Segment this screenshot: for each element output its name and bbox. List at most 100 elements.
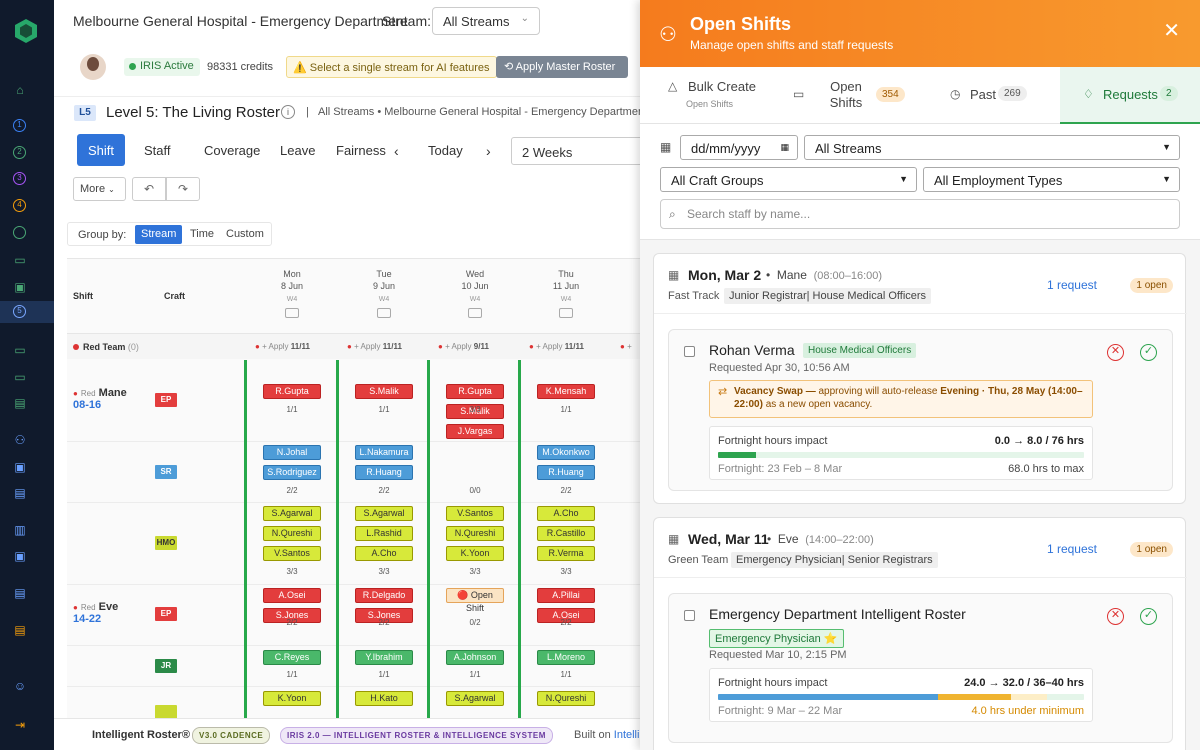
staff-chip[interactable]: R.Castillo xyxy=(537,526,595,541)
more-button[interactable]: More ⌄ xyxy=(73,177,126,201)
staff-chip[interactable]: R.Huang xyxy=(355,465,413,480)
staff-chip[interactable]: A.Cho xyxy=(355,546,413,561)
padlock-icon[interactable]: ▣ xyxy=(14,549,26,563)
comment-icon[interactable] xyxy=(285,308,299,318)
staff-chip[interactable]: A.Johnson xyxy=(446,650,504,665)
staff-chip[interactable]: R.Verma xyxy=(537,546,595,561)
staff-search-input[interactable]: ⌕ Search staff by name... xyxy=(660,199,1180,229)
approve-button[interactable]: ✓ xyxy=(1140,344,1157,361)
tab-past[interactable]: ◷ Past 269 xyxy=(930,67,1060,124)
staff-chip[interactable]: L.Nakamura xyxy=(355,445,413,460)
staff-chip[interactable]: L.Rashid xyxy=(355,526,413,541)
avatar[interactable] xyxy=(80,54,106,80)
logout-icon[interactable]: ⇥ xyxy=(14,718,26,732)
briefcase-icon[interactable]: ▣ xyxy=(14,460,26,474)
staff-chip[interactable]: L.Moreno xyxy=(537,650,595,665)
notes-icon[interactable]: ▤ xyxy=(14,623,26,637)
staff-chip[interactable]: A.Pillai xyxy=(537,588,595,603)
comment-icon[interactable] xyxy=(468,308,482,318)
request-count-link[interactable]: 1 request xyxy=(1046,542,1097,556)
lock-icon[interactable]: ▣ xyxy=(14,280,26,294)
tab-staff[interactable]: Staff xyxy=(144,143,171,158)
craft-groups-select[interactable]: All Craft Groups ▼ xyxy=(660,167,917,192)
reject-button[interactable]: ✕ xyxy=(1107,608,1124,625)
apply-button[interactable]: ● + Apply 9/11 xyxy=(438,342,489,351)
approve-button[interactable]: ✓ xyxy=(1140,608,1157,625)
user-icon[interactable]: ☺ xyxy=(13,679,27,693)
building-icon[interactable]: ▥ xyxy=(14,523,26,537)
range-select[interactable]: 2 Weeks xyxy=(511,137,640,165)
level-3-icon[interactable]: 3 xyxy=(13,172,26,185)
level-5-icon[interactable]: 5 xyxy=(13,305,26,318)
clock-icon[interactable] xyxy=(13,226,26,239)
tab-open-shifts[interactable]: ▭ Open Shifts 354 xyxy=(780,67,930,124)
chevron-right-icon[interactable]: › xyxy=(486,143,491,159)
apply-button[interactable]: ● + xyxy=(620,342,632,351)
sidebar-active-item[interactable] xyxy=(0,301,54,323)
comment-icon[interactable] xyxy=(377,308,391,318)
staff-chip[interactable]: S.Agarwal xyxy=(355,506,413,521)
apply-master-roster-button[interactable]: ⟲ Apply Master Roster xyxy=(496,56,628,78)
date-input[interactable]: dd/mm/yyyy ▦ xyxy=(680,135,798,160)
staff-chip[interactable]: N.Qureshi xyxy=(263,526,321,541)
tab-shift[interactable]: Shift xyxy=(77,134,126,166)
staff-chip[interactable]: V.Santos xyxy=(263,546,321,561)
level-1-icon[interactable]: 1 xyxy=(13,119,26,132)
tab-bulk-create[interactable]: △ Bulk Create Open Shifts xyxy=(640,67,780,124)
today-button[interactable]: Today xyxy=(428,143,463,158)
tab-fairness[interactable]: Fairness xyxy=(336,143,386,158)
tab-leave[interactable]: Leave xyxy=(280,143,316,158)
group-by-stream[interactable]: Stream xyxy=(135,225,183,244)
home-icon[interactable]: ⌂ xyxy=(16,83,24,97)
staff-chip[interactable]: 🔴 Open Shift xyxy=(446,588,504,613)
staff-chip[interactable]: M.Okonkwo xyxy=(537,445,595,460)
group-by-custom[interactable]: Custom xyxy=(226,228,264,240)
staff-chip[interactable]: N.Qureshi xyxy=(446,526,504,541)
tab-requests[interactable]: ♢ Requests 2 xyxy=(1060,67,1200,124)
staff-chip[interactable]: A.Osei xyxy=(263,588,321,603)
apply-button[interactable]: ● + Apply 11/11 xyxy=(255,342,310,351)
comment-icon[interactable] xyxy=(559,308,573,318)
apply-button[interactable]: ● + Apply 11/11 xyxy=(529,342,584,351)
staff-chip[interactable]: R.Gupta xyxy=(263,384,321,399)
staff-chip[interactable]: S.Jones xyxy=(263,608,321,623)
undo-button[interactable]: ↶ xyxy=(132,177,166,201)
staff-chip[interactable]: K.Yoon xyxy=(263,691,321,706)
reject-button[interactable]: ✕ xyxy=(1107,344,1124,361)
staff-chip[interactable]: C.Reyes xyxy=(263,650,321,665)
staff-chip[interactable]: R.Gupta xyxy=(446,384,504,399)
staff-chip[interactable]: N.Johal xyxy=(263,445,321,460)
footer-built-link[interactable]: Intelli xyxy=(613,729,640,741)
staff-chip[interactable]: N.Qureshi xyxy=(537,691,595,706)
staff-chip[interactable]: S.Rodriguez xyxy=(263,465,321,480)
staff-chip[interactable]: S.Agarwal xyxy=(263,506,321,521)
staff-chip[interactable]: S.Malik xyxy=(355,384,413,399)
staff-chip[interactable]: R.Delgado xyxy=(355,588,413,603)
calendar-check-icon[interactable]: ▭ xyxy=(14,343,26,357)
calendar-picker-icon[interactable]: ▦ xyxy=(780,142,789,152)
calendar-icon[interactable]: ▭ xyxy=(14,253,26,267)
file-icon[interactable]: ▤ xyxy=(14,586,26,600)
staff-chip[interactable]: S.Malik xyxy=(446,404,504,419)
calendar-alt-icon[interactable]: ▭ xyxy=(14,370,26,384)
tab-coverage[interactable]: Coverage xyxy=(204,143,261,158)
redo-button[interactable]: ↷ xyxy=(166,177,200,201)
staff-chip[interactable]: Y.Ibrahim xyxy=(355,650,413,665)
clipboard-icon[interactable]: ▤ xyxy=(14,396,26,410)
request-count-link[interactable]: 1 request xyxy=(1046,278,1097,292)
group-by-time[interactable]: Time xyxy=(190,228,215,240)
staff-chip[interactable]: A.Osei xyxy=(537,608,595,623)
users-icon[interactable]: ⚇ xyxy=(14,433,26,447)
staff-chip[interactable]: A.Cho xyxy=(537,506,595,521)
select-checkbox[interactable] xyxy=(684,610,695,621)
staff-chip[interactable]: V.Santos xyxy=(446,506,504,521)
staff-chip[interactable]: J.Vargas xyxy=(446,424,504,439)
staff-chip[interactable]: K.Mensah xyxy=(537,384,595,399)
select-checkbox[interactable] xyxy=(684,346,695,357)
staff-chip[interactable]: S.Agarwal xyxy=(446,691,504,706)
staff-chip[interactable]: H.Kato xyxy=(355,691,413,706)
close-icon[interactable]: ✕ xyxy=(1163,20,1180,42)
level-4-icon[interactable]: 4 xyxy=(13,199,26,212)
employment-select[interactable]: All Employment Types ▼ xyxy=(923,167,1180,192)
level-2-icon[interactable]: 2 xyxy=(13,146,26,159)
